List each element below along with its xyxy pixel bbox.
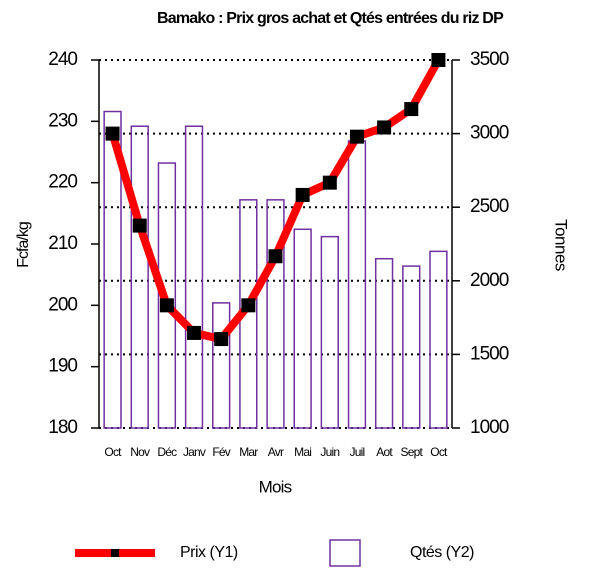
y2-tick-label: 3000 — [470, 123, 509, 144]
y-tick-label: 240 — [48, 49, 77, 70]
x-axis-label: Mois — [259, 477, 292, 496]
x-tick-label: Oct — [104, 445, 122, 459]
bar — [266, 199, 285, 429]
y-tick-label: 200 — [48, 294, 77, 315]
bar — [347, 140, 367, 429]
x-tick-label: Déc — [157, 445, 177, 459]
x-tick-label: Janv — [183, 445, 206, 459]
marker — [268, 249, 283, 264]
x-tick-label: Juil — [350, 445, 365, 459]
bar — [184, 125, 204, 429]
chart-title: Bamako : Prix gros achat et Qtés entrées… — [157, 10, 504, 27]
y-tick-label: 210 — [48, 233, 77, 254]
marker — [431, 53, 446, 67]
y2-tick-label: 3500 — [470, 49, 509, 70]
y-tick-label: 190 — [48, 356, 77, 377]
legend-marker — [111, 549, 119, 557]
x-tick-label: Sept — [401, 445, 424, 459]
x-tick-label: Avr — [268, 445, 284, 459]
y-tick-label: 220 — [48, 172, 77, 193]
y-tick-label: 180 — [48, 417, 77, 438]
bar — [130, 125, 149, 429]
marker — [377, 120, 392, 135]
bar — [103, 110, 122, 429]
x-tick-label: Oct — [430, 445, 448, 459]
legend-label: Qtés (Y2) — [410, 544, 474, 561]
marker — [404, 102, 419, 117]
bar — [402, 265, 421, 429]
bar — [157, 162, 177, 429]
marker — [159, 298, 174, 313]
x-tick-label: Mai — [294, 445, 311, 459]
y-axis-label: Fcfa/kg — [15, 222, 32, 268]
y2-tick-label: 1000 — [470, 417, 509, 438]
bar — [429, 250, 448, 429]
bar — [212, 302, 231, 429]
x-tick-label: Fév — [212, 445, 230, 459]
bar — [293, 228, 312, 429]
y2-tick-label: 2500 — [470, 196, 509, 217]
x-tick-label: Aot — [376, 445, 393, 459]
bar — [374, 257, 394, 429]
y2-tick-label: 1500 — [470, 343, 509, 364]
marker — [241, 298, 256, 313]
marker — [105, 126, 120, 141]
legend-swatch — [329, 539, 361, 567]
legend-label: Prix (Y1) — [180, 544, 238, 561]
marker — [187, 325, 202, 340]
y-tick-label: 230 — [48, 110, 77, 131]
marker — [295, 187, 310, 202]
y2-axis-label: Tonnes — [552, 219, 571, 271]
y2-tick-label: 2000 — [470, 270, 509, 291]
marker — [349, 129, 364, 144]
x-tick-label: Nov — [130, 445, 150, 459]
marker — [322, 175, 337, 190]
x-tick-label: Mar — [239, 445, 258, 459]
bar — [320, 235, 339, 429]
marker — [214, 332, 229, 347]
x-tick-label: Juin — [320, 445, 339, 459]
marker — [132, 218, 147, 233]
